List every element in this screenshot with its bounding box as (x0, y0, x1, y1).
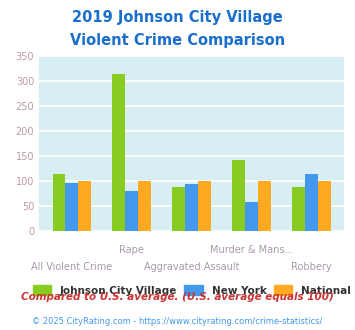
Text: Aggravated Assault: Aggravated Assault (144, 262, 240, 272)
Bar (318, 181, 331, 231)
Text: Compared to U.S. average. (U.S. average equals 100): Compared to U.S. average. (U.S. average … (21, 292, 334, 302)
Bar (198, 181, 211, 231)
Bar (53, 174, 65, 231)
Bar (292, 187, 305, 231)
Bar (172, 187, 185, 231)
Bar (113, 74, 125, 231)
Bar (185, 184, 198, 231)
Text: All Violent Crime: All Violent Crime (31, 262, 113, 272)
Bar (65, 183, 78, 231)
Bar (305, 174, 318, 231)
Bar (258, 181, 271, 231)
Bar (78, 181, 92, 231)
Text: Murder & Mans...: Murder & Mans... (210, 245, 293, 255)
Bar (138, 181, 151, 231)
Legend: Johnson City Village, New York, National: Johnson City Village, New York, National (33, 285, 351, 296)
Bar (245, 202, 258, 231)
Bar (125, 190, 138, 231)
Text: Violent Crime Comparison: Violent Crime Comparison (70, 33, 285, 48)
Text: © 2025 CityRating.com - https://www.cityrating.com/crime-statistics/: © 2025 CityRating.com - https://www.city… (32, 317, 323, 326)
Text: Robbery: Robbery (291, 262, 332, 272)
Bar (232, 160, 245, 231)
Text: 2019 Johnson City Village: 2019 Johnson City Village (72, 10, 283, 25)
Text: Rape: Rape (119, 245, 144, 255)
